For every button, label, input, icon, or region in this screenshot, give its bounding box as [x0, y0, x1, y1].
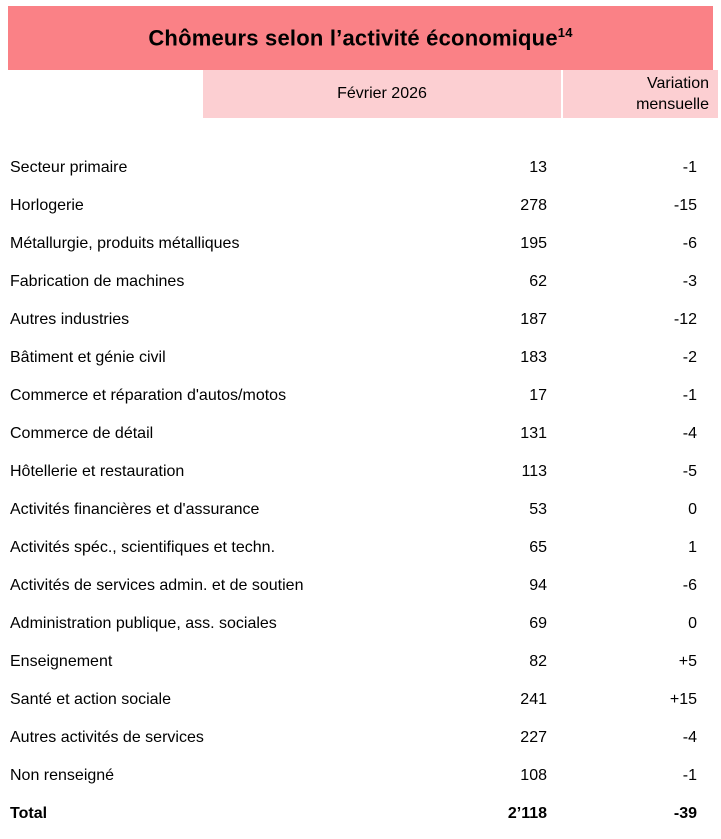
- page-title: Chômeurs selon l’activité économique14: [148, 25, 572, 51]
- title-bar: Chômeurs selon l’activité économique14: [8, 6, 713, 70]
- row-label: Horlogerie: [10, 197, 84, 214]
- row-value: 278: [520, 197, 547, 214]
- row-label: Autres industries: [10, 311, 130, 328]
- row-label: Activités de services admin. et de souti…: [10, 577, 304, 594]
- row-variation: -3: [682, 273, 697, 290]
- row-label: Commerce de détail: [10, 425, 154, 442]
- row-variation: 1: [688, 539, 697, 556]
- row-variation: -6: [682, 235, 697, 252]
- table-row: Secteur primaire 13 -1: [0, 149, 697, 187]
- row-value: 62: [529, 273, 547, 290]
- row-label: Métallurgie, produits métalliques: [10, 235, 240, 252]
- row-variation: -39: [673, 805, 697, 822]
- row-value: 13: [529, 159, 547, 176]
- row-value: 241: [520, 691, 547, 708]
- row-label: Enseignement: [10, 653, 113, 670]
- row-variation: -15: [673, 197, 697, 214]
- table-row: Bâtiment et génie civil 183 -2: [0, 339, 697, 377]
- row-value: 17: [529, 387, 547, 404]
- row-value: 195: [520, 235, 547, 252]
- table-row: Autres industries 187 -12: [0, 301, 697, 339]
- table-row: Autres activités de services 227 -4: [0, 719, 697, 757]
- row-value: 69: [529, 615, 547, 632]
- row-label: Autres activités de services: [10, 729, 204, 746]
- row-value: 65: [529, 539, 547, 556]
- table-row: Enseignement 82 +5: [0, 643, 697, 681]
- row-value: 82: [529, 653, 547, 670]
- row-label: Santé et action sociale: [10, 691, 171, 708]
- row-variation: -1: [682, 159, 697, 176]
- table-row: Total 2’118 -39: [0, 795, 697, 833]
- row-variation: -1: [682, 767, 697, 784]
- row-variation: -4: [682, 425, 697, 442]
- table-body: Secteur primaire 13 -1 Horlogerie 278 -1…: [0, 149, 697, 833]
- table-row: Fabrication de machines 62 -3: [0, 263, 697, 301]
- row-variation: -12: [673, 311, 697, 328]
- row-variation: +15: [669, 691, 697, 708]
- row-variation: 0: [688, 501, 697, 518]
- row-variation: 0: [688, 615, 697, 632]
- row-value: 94: [529, 577, 547, 594]
- row-label: Hôtellerie et restauration: [10, 463, 185, 480]
- row-variation: -5: [682, 463, 697, 480]
- table-row: Hôtellerie et restauration 113 -5: [0, 453, 697, 491]
- table-row: Activités financières et d'assurance 53 …: [0, 491, 697, 529]
- row-label: Administration publique, ass. sociales: [10, 615, 277, 632]
- row-value: 183: [520, 349, 547, 366]
- row-variation: -1: [682, 387, 697, 404]
- table-row: Commerce et réparation d'autos/motos 17 …: [0, 377, 697, 415]
- title-superscript: 14: [557, 24, 573, 40]
- column-headers: Février 2026 Variation mensuelle: [203, 70, 718, 118]
- title-text: Chômeurs selon l’activité économique: [148, 25, 558, 51]
- table-row: Commerce de détail 131 -4: [0, 415, 697, 453]
- row-variation: +5: [678, 653, 697, 670]
- row-value: 53: [529, 501, 547, 518]
- table-row: Métallurgie, produits métalliques 195 -6: [0, 225, 697, 263]
- row-value: 187: [520, 311, 547, 328]
- table-row: Administration publique, ass. sociales 6…: [0, 605, 697, 643]
- row-value: 2’118: [507, 805, 547, 822]
- row-label: Bâtiment et génie civil: [10, 349, 166, 366]
- row-value: 227: [520, 729, 547, 746]
- table-row: Non renseigné 108 -1: [0, 757, 697, 795]
- column-header-variation-label: Variation mensuelle: [636, 75, 709, 113]
- table-row: Activités de services admin. et de souti…: [0, 567, 697, 605]
- row-label: Commerce et réparation d'autos/motos: [10, 387, 287, 404]
- table-row: Santé et action sociale 241 +15: [0, 681, 697, 719]
- row-label: Activités financières et d'assurance: [10, 501, 260, 518]
- row-label: Activités spéc., scientifiques et techn.: [10, 539, 276, 556]
- column-header-variation: Variation mensuelle: [563, 70, 718, 118]
- row-variation: -6: [682, 577, 697, 594]
- row-variation: -2: [682, 349, 697, 366]
- row-value: 131: [520, 425, 547, 442]
- row-label: Total: [10, 805, 48, 822]
- row-variation: -4: [682, 729, 697, 746]
- row-value: 113: [521, 463, 547, 480]
- table-row: Activités spéc., scientifiques et techn.…: [0, 529, 697, 567]
- table-row: Horlogerie 278 -15: [0, 187, 697, 225]
- row-label: Secteur primaire: [10, 159, 128, 176]
- row-label: Non renseigné: [10, 767, 115, 784]
- column-header-month: Février 2026: [203, 70, 561, 118]
- row-value: 108: [520, 767, 547, 784]
- row-label: Fabrication de machines: [10, 273, 185, 290]
